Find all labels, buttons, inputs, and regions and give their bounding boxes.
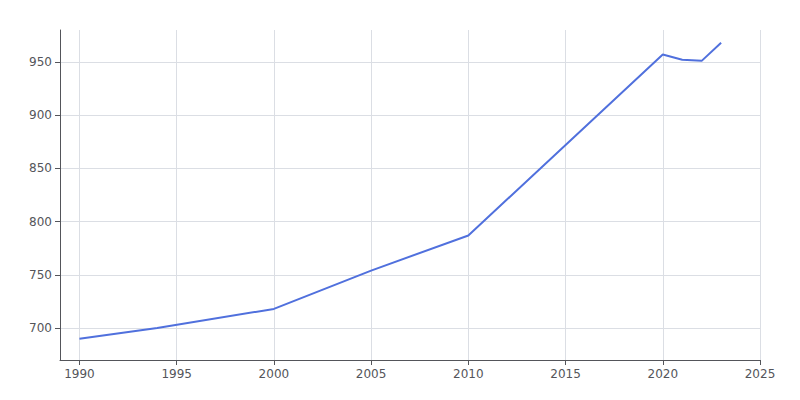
svg-text:2015: 2015	[550, 367, 581, 381]
svg-text:2010: 2010	[453, 367, 484, 381]
svg-text:900: 900	[29, 108, 52, 122]
svg-text:750: 750	[29, 268, 52, 282]
svg-text:850: 850	[29, 161, 52, 175]
svg-text:2025: 2025	[745, 367, 776, 381]
svg-text:2020: 2020	[648, 367, 679, 381]
svg-text:700: 700	[29, 321, 52, 335]
svg-text:2005: 2005	[356, 367, 387, 381]
svg-text:950: 950	[29, 55, 52, 69]
svg-text:1990: 1990	[64, 367, 95, 381]
svg-text:2000: 2000	[259, 367, 290, 381]
svg-text:1995: 1995	[161, 367, 192, 381]
svg-text:800: 800	[29, 215, 52, 229]
